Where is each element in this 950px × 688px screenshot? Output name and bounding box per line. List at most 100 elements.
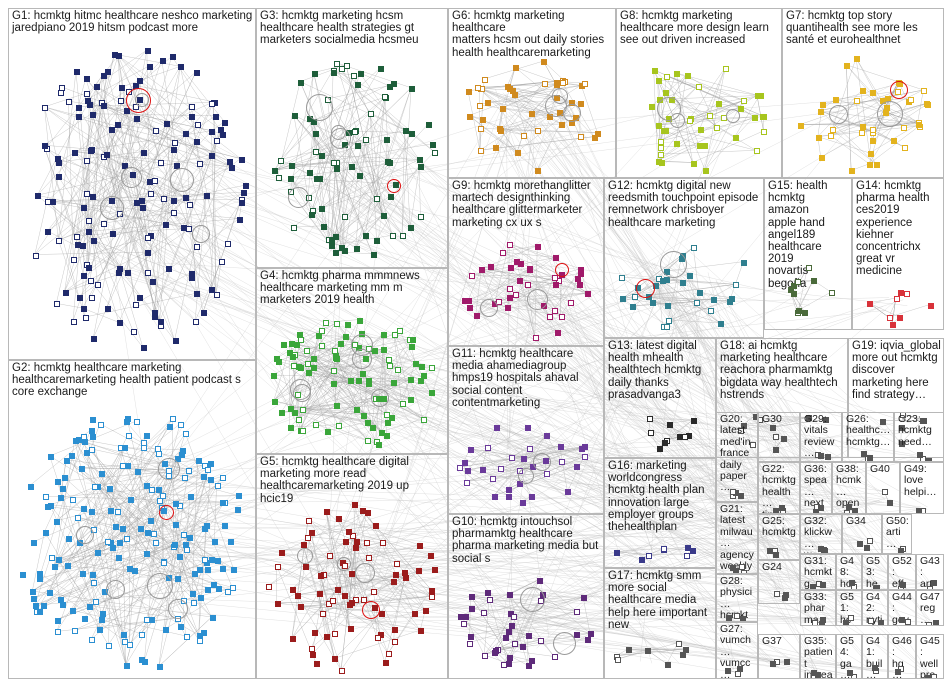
graph-edge <box>34 157 58 255</box>
graph-edge <box>384 577 406 662</box>
graph-node <box>90 194 97 201</box>
graph-node <box>485 445 492 452</box>
graph-node <box>69 453 76 460</box>
graph-edge <box>97 71 197 284</box>
graph-node <box>363 232 370 239</box>
graph-node <box>151 531 158 538</box>
graph-edge <box>495 100 816 456</box>
graph-edge <box>487 447 524 459</box>
graph-node <box>509 455 516 462</box>
group-g31: G31: hcmktg team… <box>800 554 836 590</box>
self-loop-ring <box>563 104 582 123</box>
graph-edge <box>47 118 137 232</box>
graph-edge <box>54 565 60 599</box>
graph-node <box>408 377 415 384</box>
graph-edge <box>138 99 242 200</box>
graph-edge <box>467 447 488 471</box>
graph-node <box>690 417 697 424</box>
graph-node <box>322 320 329 327</box>
group-g52: G52: eff… sto… <box>888 554 916 590</box>
graph-node <box>88 446 95 453</box>
graph-node <box>347 625 354 632</box>
graph-edge <box>161 548 819 621</box>
graph-edge <box>293 354 367 440</box>
graph-node <box>849 168 856 175</box>
graph-node <box>162 627 169 634</box>
graph-edge <box>118 101 214 323</box>
graph-edge <box>509 243 555 258</box>
graph-node <box>189 103 196 110</box>
group-g37: G37 <box>758 634 800 679</box>
graph-edge <box>82 252 875 587</box>
graph-node <box>329 243 336 250</box>
graph-edge <box>120 190 818 623</box>
graph-node <box>231 566 238 573</box>
graph-node <box>83 76 90 83</box>
graph-edge <box>289 351 368 381</box>
graph-node <box>581 595 588 602</box>
graph-edge <box>331 398 735 669</box>
graph-node <box>89 111 96 118</box>
graph-node <box>551 274 558 281</box>
graph-edge <box>98 457 827 505</box>
graph-edge <box>469 434 547 449</box>
graph-edge <box>657 79 757 96</box>
graph-edge <box>44 430 92 532</box>
graph-edge <box>539 599 577 612</box>
graph-edge <box>365 112 371 140</box>
graph-node <box>170 146 177 153</box>
graph-node <box>296 416 303 423</box>
graph-edge <box>519 461 921 507</box>
graph-edge <box>496 648 554 657</box>
graph-node <box>52 563 59 570</box>
graph-node <box>225 589 232 595</box>
graph-edge <box>468 115 524 136</box>
graph-node <box>134 116 141 123</box>
group-g48: G48: hos… har… <box>836 554 862 590</box>
graph-node <box>54 629 61 636</box>
graph-node <box>646 552 653 559</box>
group-label: G26: healthc… hcmktg… <box>846 413 891 448</box>
graph-node <box>194 291 201 298</box>
graph-node <box>272 168 279 175</box>
group-label: G32: klickw… w… <box>804 515 832 553</box>
graph-node <box>127 497 134 504</box>
graph-node <box>208 152 215 159</box>
graph-edge <box>57 151 144 163</box>
graph-node <box>557 443 564 450</box>
graph-node <box>846 504 853 511</box>
graph-edge <box>699 67 726 129</box>
graph-edge <box>159 141 174 321</box>
graph-edge <box>332 72 435 153</box>
self-loop-ring <box>635 278 655 298</box>
graph-node <box>73 69 80 76</box>
graph-node <box>867 455 874 461</box>
graph-edge <box>819 110 877 165</box>
graph-node <box>331 630 338 637</box>
graph-node <box>289 353 296 360</box>
graph-node <box>296 331 303 338</box>
graph-edge <box>651 262 761 426</box>
graph-edge <box>96 469 169 552</box>
graph-node <box>85 229 92 236</box>
graph-node <box>47 453 54 460</box>
graph-node <box>431 566 438 573</box>
graph-node <box>507 295 514 302</box>
graph-edge <box>546 635 847 677</box>
graph-node <box>890 138 897 145</box>
graph-node <box>141 445 148 452</box>
group-label: G30 <box>762 413 782 425</box>
group-label: G15: health hcmktg amazon apple hand ang… <box>768 180 828 290</box>
graph-edge <box>85 482 848 508</box>
graph-edge <box>85 78 161 163</box>
graph-edge <box>289 72 361 192</box>
graph-node <box>506 654 513 661</box>
graph-edge <box>106 154 148 238</box>
graph-node <box>171 542 178 549</box>
graph-node <box>375 441 382 448</box>
graph-node <box>489 475 496 482</box>
graph-edge <box>380 569 419 613</box>
group-g42: G42: nyti… <box>862 590 888 626</box>
graph-node <box>381 346 388 353</box>
